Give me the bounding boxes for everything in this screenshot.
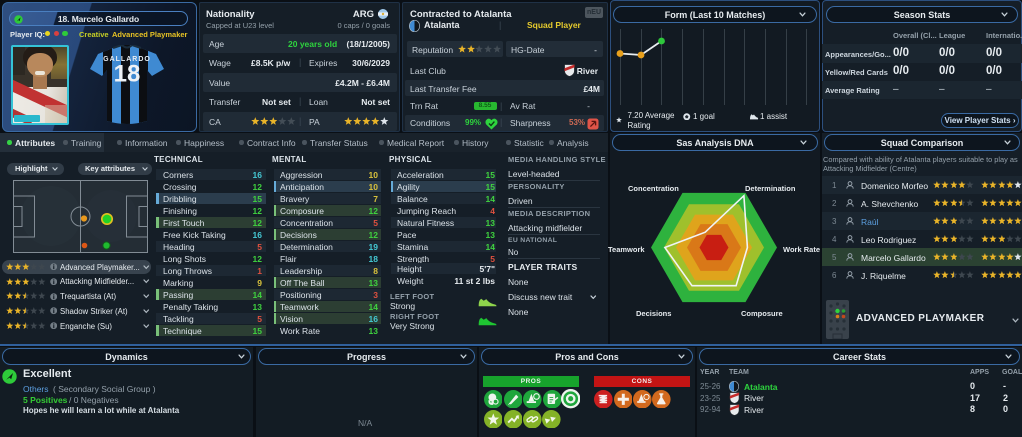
svg-text:GALLARDO: GALLARDO <box>103 56 151 63</box>
svg-text:18: 18 <box>114 61 141 88</box>
